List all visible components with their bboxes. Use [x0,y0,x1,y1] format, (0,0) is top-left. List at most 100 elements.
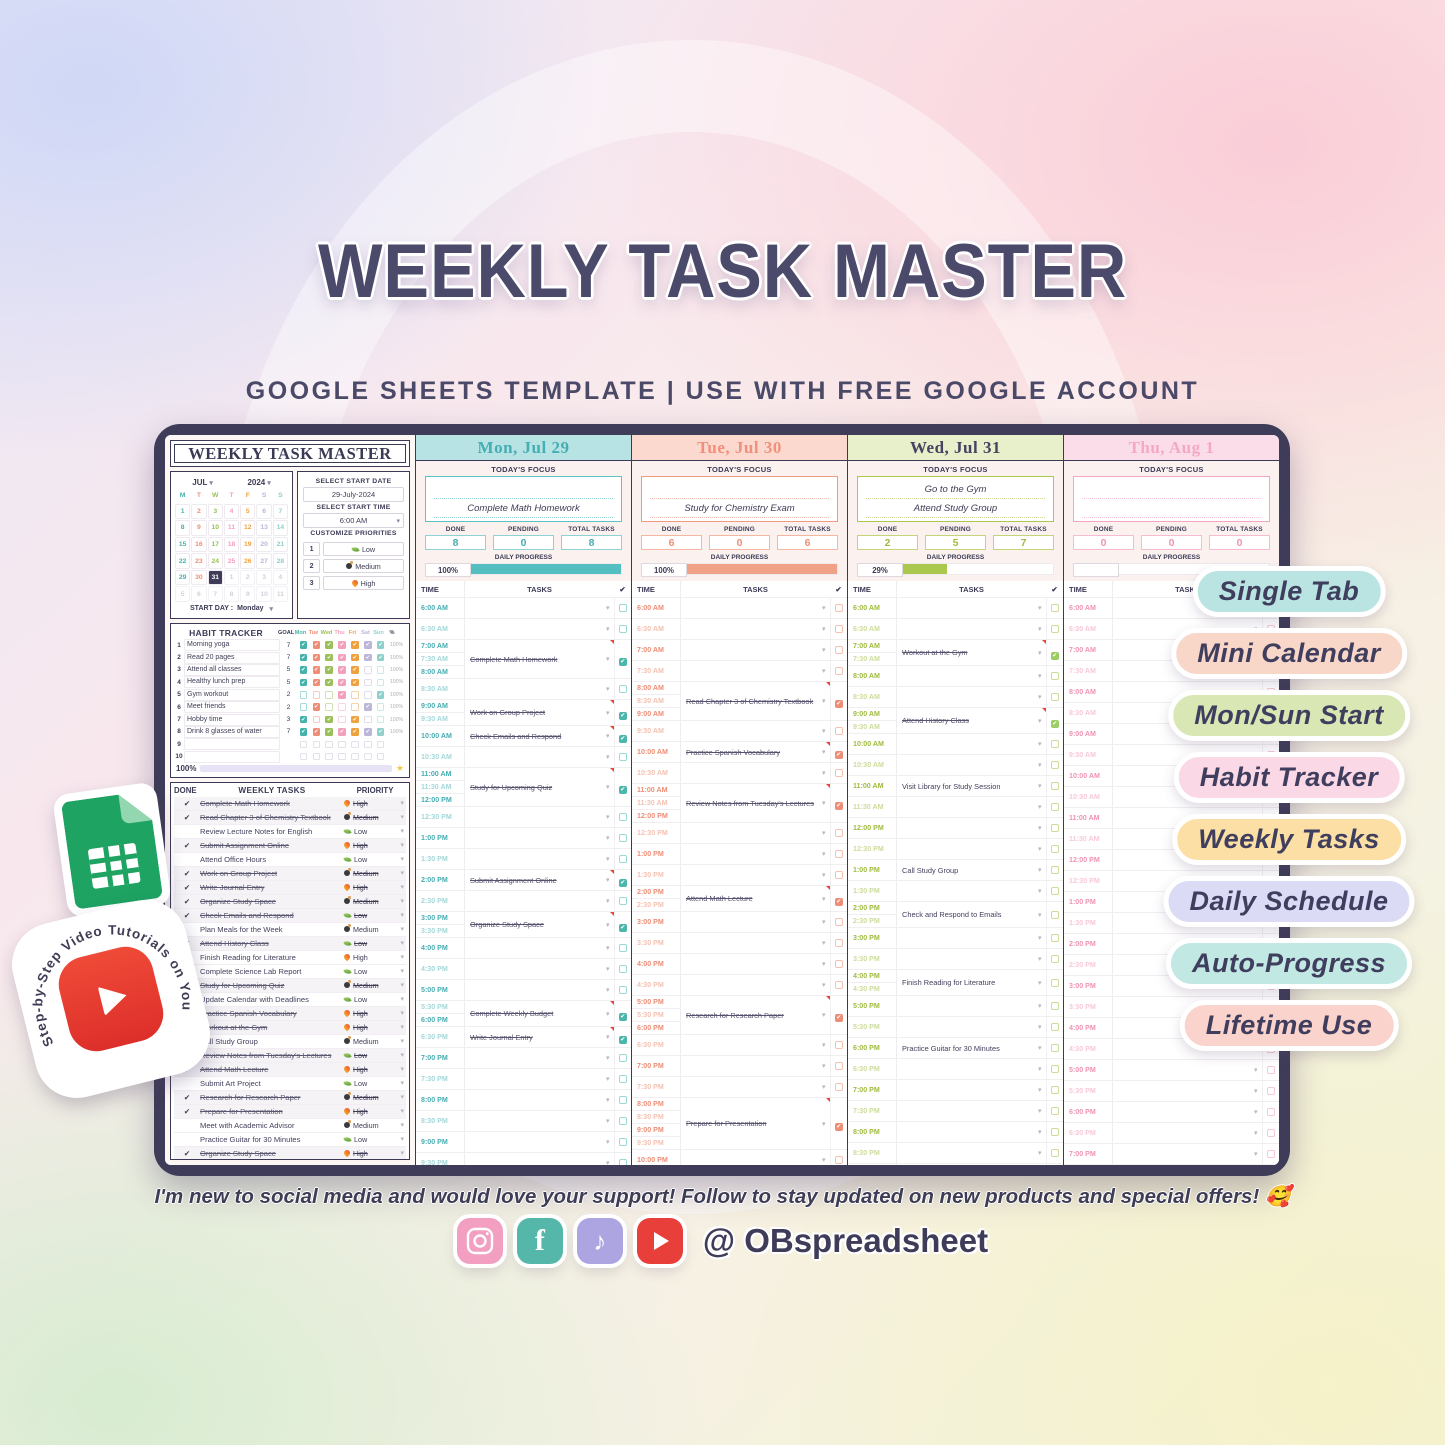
dropdown-icon[interactable]: ▾ [400,1010,404,1018]
task-checkbox[interactable] [1050,625,1059,633]
habit-checkbox[interactable]: ✔ [338,728,346,736]
task-checkbox[interactable] [834,850,843,858]
priority-number[interactable]: 3 [303,576,321,590]
priority-cell[interactable]: Medium ▾ [344,980,406,990]
done-cell[interactable]: ✔ [183,1106,191,1116]
task-checkbox[interactable] [834,960,843,968]
calendar-date-cell[interactable]: 24 [207,553,223,569]
habit-checkbox[interactable] [325,740,333,749]
habit-checkbox[interactable]: ✔ [325,715,333,724]
schedule-task-cell[interactable]: ▾ [464,958,615,980]
dropdown-icon[interactable]: ▾ [400,800,404,808]
task-cell[interactable]: Submit Assignment Online [200,840,290,850]
habit-checkbox[interactable] [351,752,359,761]
done-cell[interactable]: ✔ [183,1148,191,1158]
calendar-date-cell[interactable]: 9 [240,586,256,602]
schedule-task-cell[interactable]: ▾ [680,720,831,742]
task-checkbox[interactable] [1050,978,1059,987]
task-cell[interactable]: Check Emails and Respond [200,910,294,920]
habit-checkbox[interactable]: ✔ [376,653,385,662]
dropdown-icon[interactable]: ▾ [1037,979,1042,987]
habit-checkbox[interactable] [376,678,385,687]
schedule-task-cell[interactable]: ▾ [896,1121,1047,1143]
schedule-task-cell[interactable]: ▾ [896,880,1047,902]
dropdown-icon[interactable]: ▾ [1037,741,1042,748]
task-checkbox[interactable] [618,1117,627,1125]
schedule-task-cell[interactable]: ▾ [680,1076,831,1098]
dropdown-icon[interactable]: ▾ [605,966,610,973]
dropdown-icon[interactable]: ▾ [1037,1150,1042,1157]
habit-checkbox[interactable]: ✔ [364,703,372,711]
schedule-task-cell[interactable]: Review Notes from Tuesday's Lectures ▾ [680,783,831,823]
task-cell[interactable]: Study for Upcoming Quiz [200,980,285,990]
habit-checkbox[interactable]: ✔ [338,691,346,699]
dropdown-icon[interactable]: ▾ [605,1160,610,1165]
task-cell[interactable]: Workout at the Gym [200,1022,268,1032]
habit-checkbox[interactable] [338,715,346,724]
calendar-date-cell[interactable]: 15 [175,536,191,553]
habit-goal-cell[interactable]: 5 [286,678,291,686]
schedule-task-cell[interactable]: ▾ [464,678,615,700]
schedule-task-cell[interactable]: ▾ [896,995,1047,1017]
dropdown-icon[interactable]: ▾ [400,842,404,850]
habit-name-cell[interactable]: Healthy lunch prep [184,676,280,689]
task-checkbox[interactable]: ✔ [618,1036,627,1044]
task-cell[interactable]: Review Lecture Notes for English [200,826,313,836]
dropdown-icon[interactable]: ▾ [605,945,610,952]
priority-cell[interactable]: High ▾ [342,841,406,850]
dropdown-icon[interactable]: ▾ [605,877,610,884]
done-cell[interactable]: ✔ [183,868,191,878]
calendar-date-cell[interactable]: 23 [191,553,207,569]
dropdown-icon[interactable]: ▾ [605,835,610,842]
calendar-date-cell[interactable]: 6 [256,503,272,520]
calendar-date-cell[interactable]: 1 [175,503,191,520]
priority-cell[interactable]: Low ▾ [343,855,406,864]
habit-name-cell[interactable]: Gym workout [184,688,280,701]
dropdown-icon[interactable]: ▾ [400,1052,404,1060]
schedule-task-cell[interactable]: ▾ [896,618,1047,640]
schedule-task-cell[interactable]: ▾ [896,796,1047,818]
calendar-date-cell[interactable]: 17 [207,536,223,553]
priority-cell[interactable]: Low ▾ [343,995,406,1004]
schedule-task-cell[interactable]: ▾ [680,597,831,619]
habit-checkbox[interactable] [312,740,321,749]
dropdown-icon[interactable]: ▾ [400,828,404,836]
calendar-date-cell[interactable]: 16 [191,536,207,553]
priority-cell[interactable]: Medium ▾ [344,1092,406,1102]
task-checkbox[interactable] [1050,761,1059,769]
dropdown-icon[interactable]: ▾ [400,1080,404,1088]
schedule-task-cell[interactable]: ▾ [464,1110,615,1132]
habit-checkbox[interactable] [299,703,308,711]
priority-cell[interactable]: High ▾ [342,1023,406,1032]
calendar-date-cell[interactable]: 9 [191,520,207,536]
schedule-task-cell[interactable]: Call Study Group ▾ [896,859,1047,881]
month-select[interactable]: JUL ▾ [192,477,213,487]
dropdown-icon[interactable]: ▾ [1037,911,1042,919]
schedule-task-cell[interactable]: ▾ [896,927,1047,949]
dropdown-icon[interactable]: ▾ [1037,694,1042,701]
task-checkbox[interactable]: ✔ [834,700,843,708]
dropdown-icon[interactable]: ▾ [821,605,826,612]
dropdown-icon[interactable]: ▾ [821,895,826,903]
task-checkbox[interactable] [834,727,843,735]
task-checkbox[interactable] [834,1041,843,1049]
calendar-date-cell[interactable]: 2 [240,569,256,586]
schedule-task-cell[interactable]: ▾ [680,932,831,954]
task-cell[interactable]: Finish Reading for Literature [200,952,296,962]
tiktok-icon[interactable]: ♪ [576,1218,623,1264]
task-cell[interactable]: Prepare for Presentation [200,1106,283,1116]
priority-cell[interactable]: Medium ▾ [344,868,406,878]
schedule-task-cell[interactable]: ▾ [680,1055,831,1077]
task-checkbox[interactable] [1050,1107,1059,1115]
dropdown-icon[interactable]: ▾ [821,749,826,756]
dropdown-icon[interactable]: ▾ [605,784,610,791]
done-cell[interactable]: ✔ [183,798,191,808]
dropdown-icon[interactable]: ▾ [605,1118,610,1125]
task-checkbox[interactable] [834,939,843,947]
habit-checkbox[interactable]: ✔ [325,728,333,736]
calendar-date-cell[interactable]: 2 [191,503,207,520]
dropdown-icon[interactable]: ▾ [821,982,826,989]
schedule-task-cell[interactable]: ▾ [1112,1101,1263,1123]
task-cell[interactable]: Read Chapter 3 of Chemistry Textbook [200,812,331,822]
dropdown-icon[interactable]: ▾ [821,770,826,777]
